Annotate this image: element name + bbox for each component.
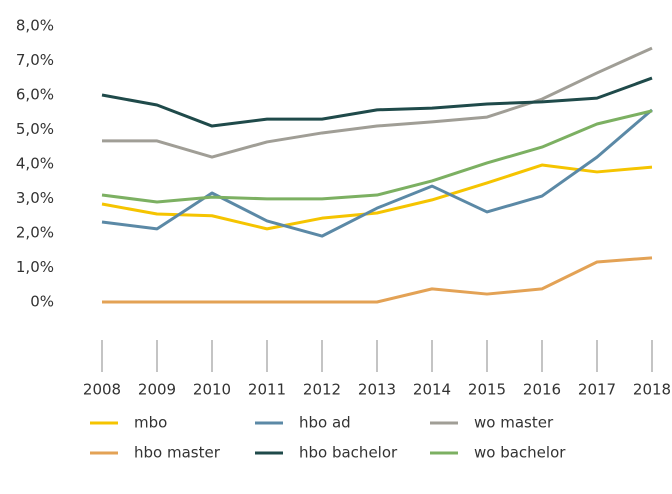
- series-line: [101, 163, 653, 231]
- series-line: [101, 108, 653, 238]
- y-tick-label: 5,0%: [16, 120, 54, 138]
- x-tick-label: 2012: [303, 381, 341, 399]
- series-line: [102, 256, 653, 304]
- x-tick-label: 2018: [633, 381, 671, 399]
- x-tick-label: 2014: [413, 381, 451, 399]
- x-tick-label: 2009: [138, 381, 176, 399]
- y-tick-label: 6,0%: [16, 86, 54, 104]
- x-tick-label: 2013: [358, 381, 396, 399]
- legend-label: hbo ad: [299, 414, 351, 432]
- x-tick-label: 2010: [193, 381, 231, 399]
- series-line: [101, 109, 653, 204]
- y-tick-label: 8,0%: [16, 17, 54, 35]
- legend-label: hbo master: [134, 444, 221, 462]
- y-tick-label: 0%: [30, 293, 54, 311]
- x-tick-label: 2011: [248, 381, 286, 399]
- legend-label: wo master: [474, 414, 554, 432]
- y-tick-label: 1,0%: [16, 258, 54, 276]
- x-tick-label: 2008: [83, 381, 121, 399]
- y-tick-label: 3,0%: [16, 189, 54, 207]
- y-tick-label: 7,0%: [16, 51, 54, 69]
- legend-label: hbo bachelor: [299, 444, 398, 462]
- x-tick-label: 2017: [578, 381, 616, 399]
- y-tick-label: 2,0%: [16, 224, 54, 242]
- x-tick-label: 2016: [523, 381, 561, 399]
- series-line: [101, 76, 653, 128]
- series-line: [102, 46, 653, 159]
- y-tick-label: 4,0%: [16, 155, 54, 173]
- x-tick-label: 2015: [468, 381, 506, 399]
- legend-label: wo bachelor: [474, 444, 566, 462]
- legend-label: mbo: [134, 414, 167, 432]
